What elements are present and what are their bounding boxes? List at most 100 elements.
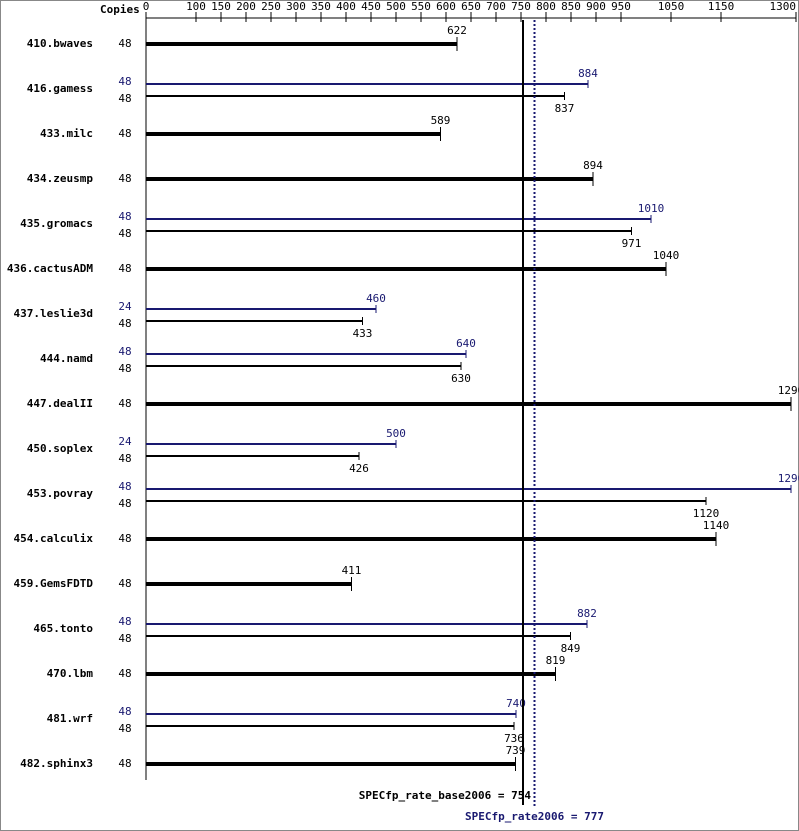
reference-label-text: SPECfp_rate2006 = bbox=[465, 810, 578, 823]
copies: 48 bbox=[118, 262, 131, 275]
copies: 48 bbox=[118, 345, 131, 358]
reference-label: SPECfp_rate2006 = 777 bbox=[465, 810, 604, 823]
value-label: 630 bbox=[451, 372, 471, 385]
value-label: 736 bbox=[504, 732, 524, 745]
benchmark-label: 453.povray bbox=[27, 487, 94, 500]
benchmark-label: 447.dealII bbox=[27, 397, 93, 410]
value-label: 589 bbox=[431, 114, 451, 127]
benchmark-label: 435.gromacs bbox=[20, 217, 93, 230]
bar bbox=[146, 177, 593, 181]
bar bbox=[146, 762, 516, 766]
value-label: 1040 bbox=[653, 249, 680, 262]
copies: 48 bbox=[118, 92, 131, 105]
x-tick-label: 400 bbox=[336, 0, 356, 13]
peak-bar bbox=[146, 218, 651, 220]
copies: 48 bbox=[118, 667, 131, 680]
benchmark-label: 444.namd bbox=[40, 352, 93, 365]
value-label: 894 bbox=[583, 159, 603, 172]
reference-label: SPECfp_rate_base2006 = 754 bbox=[359, 789, 532, 802]
copies: 48 bbox=[118, 37, 131, 50]
benchmark-label: 465.tonto bbox=[33, 622, 93, 635]
x-tick-label: 700 bbox=[486, 0, 506, 13]
benchmark-label: 459.GemsFDTD bbox=[14, 577, 94, 590]
copies: 48 bbox=[118, 362, 131, 375]
value-label: 819 bbox=[546, 654, 566, 667]
x-tick-label: 1300 bbox=[770, 0, 797, 13]
value-label: 971 bbox=[622, 237, 642, 250]
benchmark-label: 454.calculix bbox=[14, 532, 94, 545]
copies: 48 bbox=[118, 532, 131, 545]
benchmark-label: 433.milc bbox=[40, 127, 93, 140]
x-tick-label: 800 bbox=[536, 0, 556, 13]
benchmark-label: 434.zeusmp bbox=[27, 172, 94, 185]
peak-bar bbox=[146, 488, 791, 490]
copies: 48 bbox=[118, 317, 131, 330]
copies: 48 bbox=[118, 615, 131, 628]
copies: 48 bbox=[118, 705, 131, 718]
copies: 48 bbox=[118, 210, 131, 223]
peak-bar bbox=[146, 443, 396, 445]
x-tick-label: 550 bbox=[411, 0, 431, 13]
x-tick-label: 950 bbox=[611, 0, 631, 13]
copies: 48 bbox=[118, 127, 131, 140]
bar bbox=[146, 582, 352, 586]
bar bbox=[146, 402, 791, 406]
benchmark-label: 437.leslie3d bbox=[14, 307, 93, 320]
copies: 48 bbox=[118, 722, 131, 735]
base-bar bbox=[146, 320, 363, 322]
benchmark-label: 436.cactusADM bbox=[7, 262, 93, 275]
bar bbox=[146, 132, 441, 136]
base-bar bbox=[146, 725, 514, 727]
benchmark-label: 470.lbm bbox=[47, 667, 94, 680]
x-tick-label: 500 bbox=[386, 0, 406, 13]
base-bar bbox=[146, 365, 461, 367]
value-label: 884 bbox=[578, 67, 598, 80]
x-tick-label: 250 bbox=[261, 0, 281, 13]
base-bar bbox=[146, 230, 632, 232]
x-tick-label: 750 bbox=[511, 0, 531, 13]
bar bbox=[146, 42, 457, 46]
x-tick-label: 450 bbox=[361, 0, 381, 13]
value-label: 882 bbox=[577, 607, 597, 620]
copies: 24 bbox=[118, 300, 132, 313]
copies: 48 bbox=[118, 452, 131, 465]
copies: 48 bbox=[118, 757, 131, 770]
peak-bar bbox=[146, 353, 466, 355]
value-label: 837 bbox=[555, 102, 575, 115]
copies: 48 bbox=[118, 497, 131, 510]
benchmark-label: 416.gamess bbox=[27, 82, 93, 95]
x-tick-label: 1150 bbox=[708, 0, 735, 13]
x-tick-label: 850 bbox=[561, 0, 581, 13]
copies: 48 bbox=[118, 397, 131, 410]
peak-bar bbox=[146, 623, 587, 625]
x-tick-label: 1050 bbox=[658, 0, 685, 13]
copies: 48 bbox=[118, 632, 131, 645]
bar bbox=[146, 672, 556, 676]
value-label: 740 bbox=[506, 697, 526, 710]
base-bar bbox=[146, 455, 359, 457]
x-tick-label: 350 bbox=[311, 0, 331, 13]
bar bbox=[146, 537, 716, 541]
benchmark-label: 410.bwaves bbox=[27, 37, 93, 50]
copies: 48 bbox=[118, 172, 131, 185]
value-label: 739 bbox=[506, 744, 526, 757]
value-label: 622 bbox=[447, 24, 467, 37]
x-tick-label: 650 bbox=[461, 0, 481, 13]
copies: 48 bbox=[118, 227, 131, 240]
peak-bar bbox=[146, 713, 516, 715]
benchmark-label: 482.sphinx3 bbox=[20, 757, 93, 770]
x-tick-label: 600 bbox=[436, 0, 456, 13]
peak-bar bbox=[146, 308, 376, 310]
value-label: 1010 bbox=[638, 202, 665, 215]
x-tick-label: 300 bbox=[286, 0, 306, 13]
value-label: 433 bbox=[353, 327, 373, 340]
x-tick-label: 150 bbox=[211, 0, 231, 13]
x-tick-label: 900 bbox=[586, 0, 606, 13]
copies-header: Copies bbox=[100, 3, 140, 16]
base-bar bbox=[146, 95, 565, 97]
value-label: 1140 bbox=[703, 519, 730, 532]
value-label: 426 bbox=[349, 462, 369, 475]
x-tick-label: 200 bbox=[236, 0, 256, 13]
reference-value: 777 bbox=[584, 810, 604, 823]
